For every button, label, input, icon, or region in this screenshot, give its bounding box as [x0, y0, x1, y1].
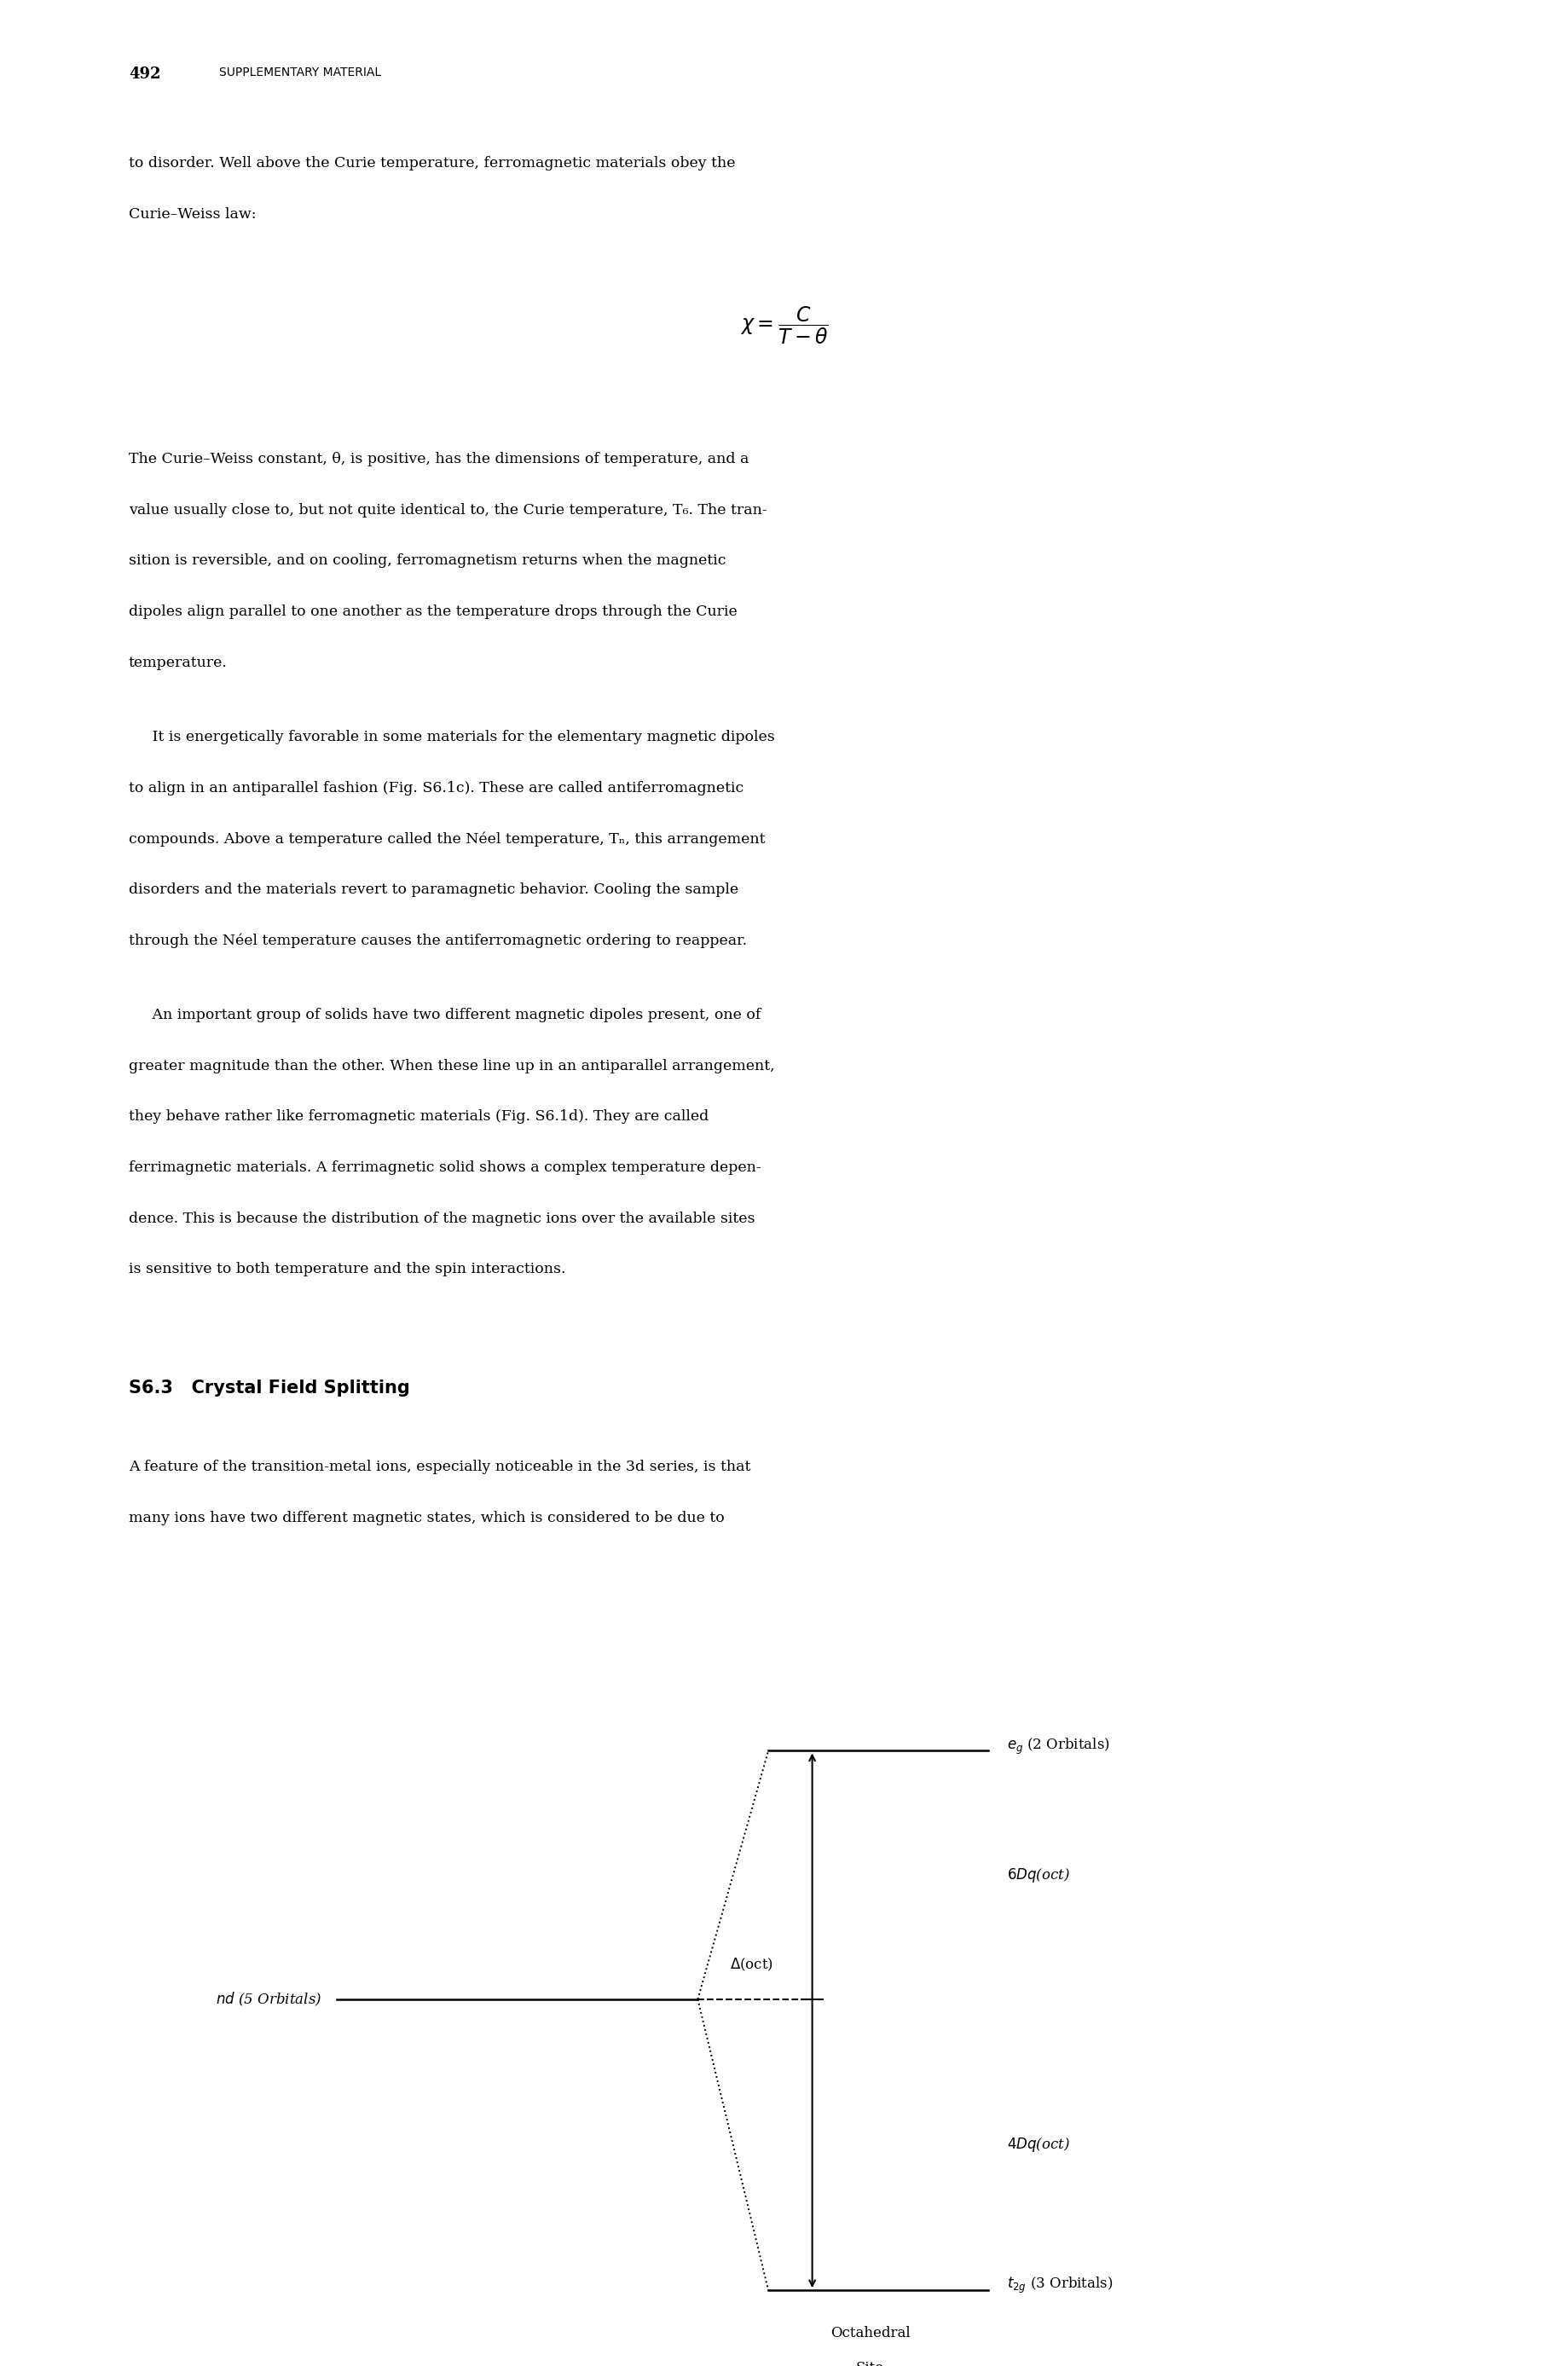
Text: through the Néel temperature causes the antiferromagnetic ordering to reappear.: through the Néel temperature causes the … [129, 932, 746, 949]
Text: It is energetically favorable in some materials for the elementary magnetic dipo: It is energetically favorable in some ma… [129, 729, 775, 745]
Text: to disorder. Well above the Curie temperature, ferromagnetic materials obey the: to disorder. Well above the Curie temper… [129, 156, 735, 170]
Text: ferrimagnetic materials. A ferrimagnetic solid shows a complex temperature depen: ferrimagnetic materials. A ferrimagnetic… [129, 1159, 760, 1176]
Text: $4Dq$(oct): $4Dq$(oct) [1007, 2136, 1069, 2153]
Text: they behave rather like ferromagnetic materials (Fig. S6.1d). They are called: they behave rather like ferromagnetic ma… [129, 1110, 709, 1124]
Text: is sensitive to both temperature and the spin interactions.: is sensitive to both temperature and the… [129, 1261, 566, 1278]
Text: dence. This is because the distribution of the magnetic ions over the available : dence. This is because the distribution … [129, 1211, 754, 1226]
Text: sition is reversible, and on cooling, ferromagnetism returns when the magnetic: sition is reversible, and on cooling, fe… [129, 554, 726, 568]
Text: to align in an antiparallel fashion (Fig. S6.1c). These are called antiferromagn: to align in an antiparallel fashion (Fig… [129, 781, 743, 795]
Text: compounds. Above a temperature called the Néel temperature, Tₙ, this arrangement: compounds. Above a temperature called th… [129, 830, 765, 847]
Text: disorders and the materials revert to paramagnetic behavior. Cooling the sample: disorders and the materials revert to pa… [129, 883, 739, 897]
Text: SUPPLEMENTARY MATERIAL: SUPPLEMENTARY MATERIAL [220, 66, 381, 78]
Text: An important group of solids have two different magnetic dipoles present, one of: An important group of solids have two di… [129, 1008, 760, 1022]
Text: greater magnitude than the other. When these line up in an antiparallel arrangem: greater magnitude than the other. When t… [129, 1058, 775, 1074]
Text: Octahedral: Octahedral [831, 2326, 909, 2340]
Text: $e_g$ (2 Orbitals): $e_g$ (2 Orbitals) [1007, 1737, 1110, 1756]
Text: $nd$ (5 Orbitals): $nd$ (5 Orbitals) [215, 1990, 321, 2009]
Text: temperature.: temperature. [129, 655, 227, 670]
Text: $6Dq$(oct): $6Dq$(oct) [1007, 1867, 1069, 1883]
Text: 492: 492 [129, 66, 160, 80]
Text: many ions have two different magnetic states, which is considered to be due to: many ions have two different magnetic st… [129, 1510, 724, 1526]
Text: $\chi = \dfrac{C}{T - \theta}$: $\chi = \dfrac{C}{T - \theta}$ [740, 305, 828, 345]
Text: S6.3   Crystal Field Splitting: S6.3 Crystal Field Splitting [129, 1379, 409, 1396]
Text: $t_{2g}$ (3 Orbitals): $t_{2g}$ (3 Orbitals) [1007, 2276, 1113, 2295]
Text: value usually close to, but not quite identical to, the Curie temperature, T₆. T: value usually close to, but not quite id… [129, 504, 767, 518]
Text: A feature of the transition-metal ions, especially noticeable in the 3d series, : A feature of the transition-metal ions, … [129, 1460, 751, 1474]
Text: $\Delta$(oct): $\Delta$(oct) [729, 1957, 773, 1973]
Text: Curie–Weiss law:: Curie–Weiss law: [129, 208, 256, 222]
Text: Site: Site [856, 2361, 884, 2366]
Text: The Curie–Weiss constant, θ, is positive, has the dimensions of temperature, and: The Curie–Weiss constant, θ, is positive… [129, 452, 750, 466]
Text: dipoles align parallel to one another as the temperature drops through the Curie: dipoles align parallel to one another as… [129, 603, 737, 620]
